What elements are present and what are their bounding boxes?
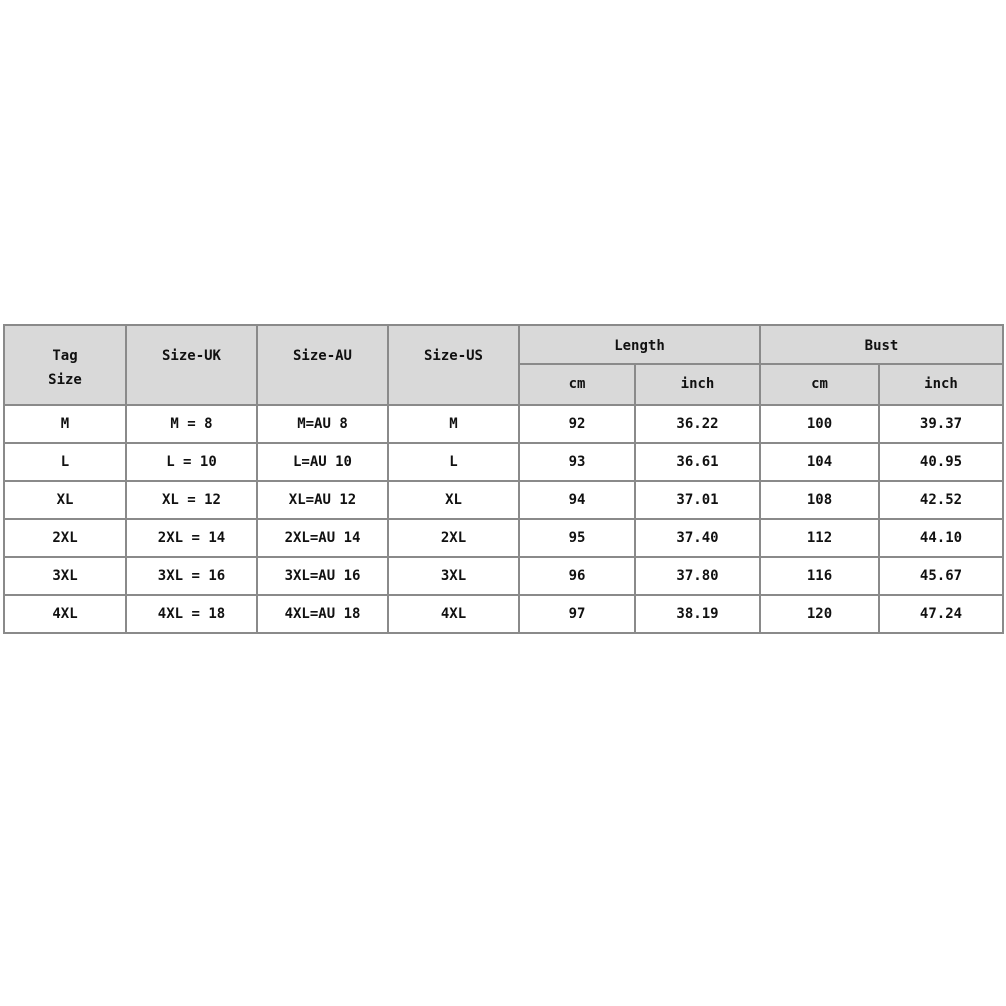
cell-size-uk: XL = 12: [125, 480, 258, 520]
cell-size-au: 3XL=AU 16: [256, 556, 389, 596]
header-length-inch: inch: [634, 362, 761, 407]
cell-tag-size: L: [3, 442, 127, 482]
cell-bust-inch: 47.24: [878, 594, 1004, 634]
cell-length-cm: 95: [518, 518, 636, 558]
cell-length-cm: 97: [518, 594, 636, 634]
header-size-us: Size-US: [387, 324, 520, 406]
header-bust-inch: inch: [878, 362, 1004, 407]
cell-length-cm: 92: [518, 404, 636, 444]
cell-size-us: 2XL: [387, 518, 520, 558]
table-row: 2XL 2XL = 14 2XL=AU 14 2XL 95 37.40 112 44.10: [3, 518, 1004, 558]
header-length-cm: cm: [518, 362, 636, 407]
cell-bust-cm: 116: [759, 556, 880, 596]
cell-tag-size: 4XL: [3, 594, 127, 634]
cell-length-inch: 37.01: [634, 480, 761, 520]
header-length: Length: [518, 324, 761, 365]
header-tag-size: Tag Size: [3, 324, 127, 406]
cell-size-au: 2XL=AU 14: [256, 518, 389, 558]
cell-length-inch: 37.80: [634, 556, 761, 596]
cell-length-inch: 38.19: [634, 594, 761, 634]
cell-bust-cm: 100: [759, 404, 880, 444]
cell-size-us: 3XL: [387, 556, 520, 596]
cell-bust-cm: 104: [759, 442, 880, 482]
cell-size-uk: 2XL = 14: [125, 518, 258, 558]
header-bust: Bust: [759, 324, 1004, 365]
cell-size-uk: 4XL = 18: [125, 594, 258, 634]
header-size-au: Size-AU: [256, 324, 389, 406]
cell-bust-cm: 120: [759, 594, 880, 634]
cell-bust-inch: 40.95: [878, 442, 1004, 482]
cell-size-au: 4XL=AU 18: [256, 594, 389, 634]
cell-size-au: XL=AU 12: [256, 480, 389, 520]
header-bust-cm: cm: [759, 362, 880, 407]
cell-bust-cm: 112: [759, 518, 880, 558]
cell-size-us: XL: [387, 480, 520, 520]
cell-size-us: 4XL: [387, 594, 520, 634]
cell-tag-size: 3XL: [3, 556, 127, 596]
cell-length-cm: 96: [518, 556, 636, 596]
cell-length-cm: 93: [518, 442, 636, 482]
cell-tag-size: XL: [3, 480, 127, 520]
cell-bust-cm: 108: [759, 480, 880, 520]
cell-size-us: M: [387, 404, 520, 444]
cell-size-us: L: [387, 442, 520, 482]
cell-length-inch: 37.40: [634, 518, 761, 558]
cell-size-au: M=AU 8: [256, 404, 389, 444]
cell-bust-inch: 42.52: [878, 480, 1004, 520]
cell-bust-inch: 44.10: [878, 518, 1004, 558]
size-chart-table: Tag Size Size-UK Size-AU Size-US Length …: [3, 324, 1004, 634]
table-row: 3XL 3XL = 16 3XL=AU 16 3XL 96 37.80 116 45.67: [3, 556, 1004, 596]
cell-size-uk: M = 8: [125, 404, 258, 444]
header-size-uk: Size-UK: [125, 324, 258, 406]
cell-size-au: L=AU 10: [256, 442, 389, 482]
table-row: 4XL 4XL = 18 4XL=AU 18 4XL 97 38.19 120 47.24: [3, 594, 1004, 634]
cell-length-inch: 36.61: [634, 442, 761, 482]
cell-bust-inch: 39.37: [878, 404, 1004, 444]
cell-length-inch: 36.22: [634, 404, 761, 444]
cell-tag-size: 2XL: [3, 518, 127, 558]
cell-size-uk: L = 10: [125, 442, 258, 482]
table-row: XL XL = 12 XL=AU 12 XL 94 37.01 108 42.52: [3, 480, 1004, 520]
cell-length-cm: 94: [518, 480, 636, 520]
cell-size-uk: 3XL = 16: [125, 556, 258, 596]
cell-tag-size: M: [3, 404, 127, 444]
cell-bust-inch: 45.67: [878, 556, 1004, 596]
